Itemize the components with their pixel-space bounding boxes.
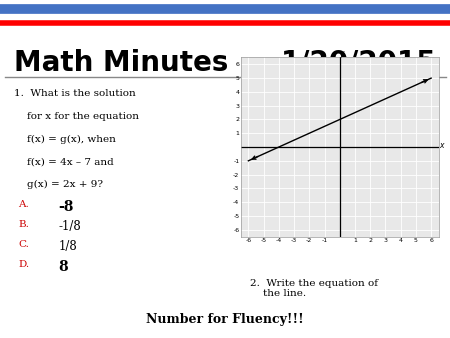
Text: Number for Fluency!!!: Number for Fluency!!! — [146, 313, 304, 325]
Text: 1/8: 1/8 — [58, 240, 77, 253]
Text: Math Minutes: Math Minutes — [14, 49, 228, 77]
Text: C.: C. — [18, 240, 29, 249]
Text: for x for the equation: for x for the equation — [14, 112, 139, 121]
Text: 8: 8 — [58, 260, 68, 274]
Text: D.: D. — [18, 260, 29, 269]
Text: -1/8: -1/8 — [58, 220, 81, 233]
Text: x: x — [440, 141, 444, 150]
Text: B.: B. — [18, 220, 29, 229]
Text: 1.  What is the solution: 1. What is the solution — [14, 89, 135, 98]
Text: 1/20/2015: 1/20/2015 — [281, 49, 436, 77]
Text: f(x) = 4x – 7 and: f(x) = 4x – 7 and — [14, 157, 113, 166]
Text: f(x) = g(x), when: f(x) = g(x), when — [14, 135, 115, 144]
Text: -8: -8 — [58, 200, 74, 214]
Text: A.: A. — [18, 200, 29, 209]
Text: 2.  Write the equation of
    the line.: 2. Write the equation of the line. — [250, 279, 378, 298]
Text: g(x) = 2x + 9?: g(x) = 2x + 9? — [14, 180, 103, 189]
Text: y: y — [339, 49, 343, 58]
